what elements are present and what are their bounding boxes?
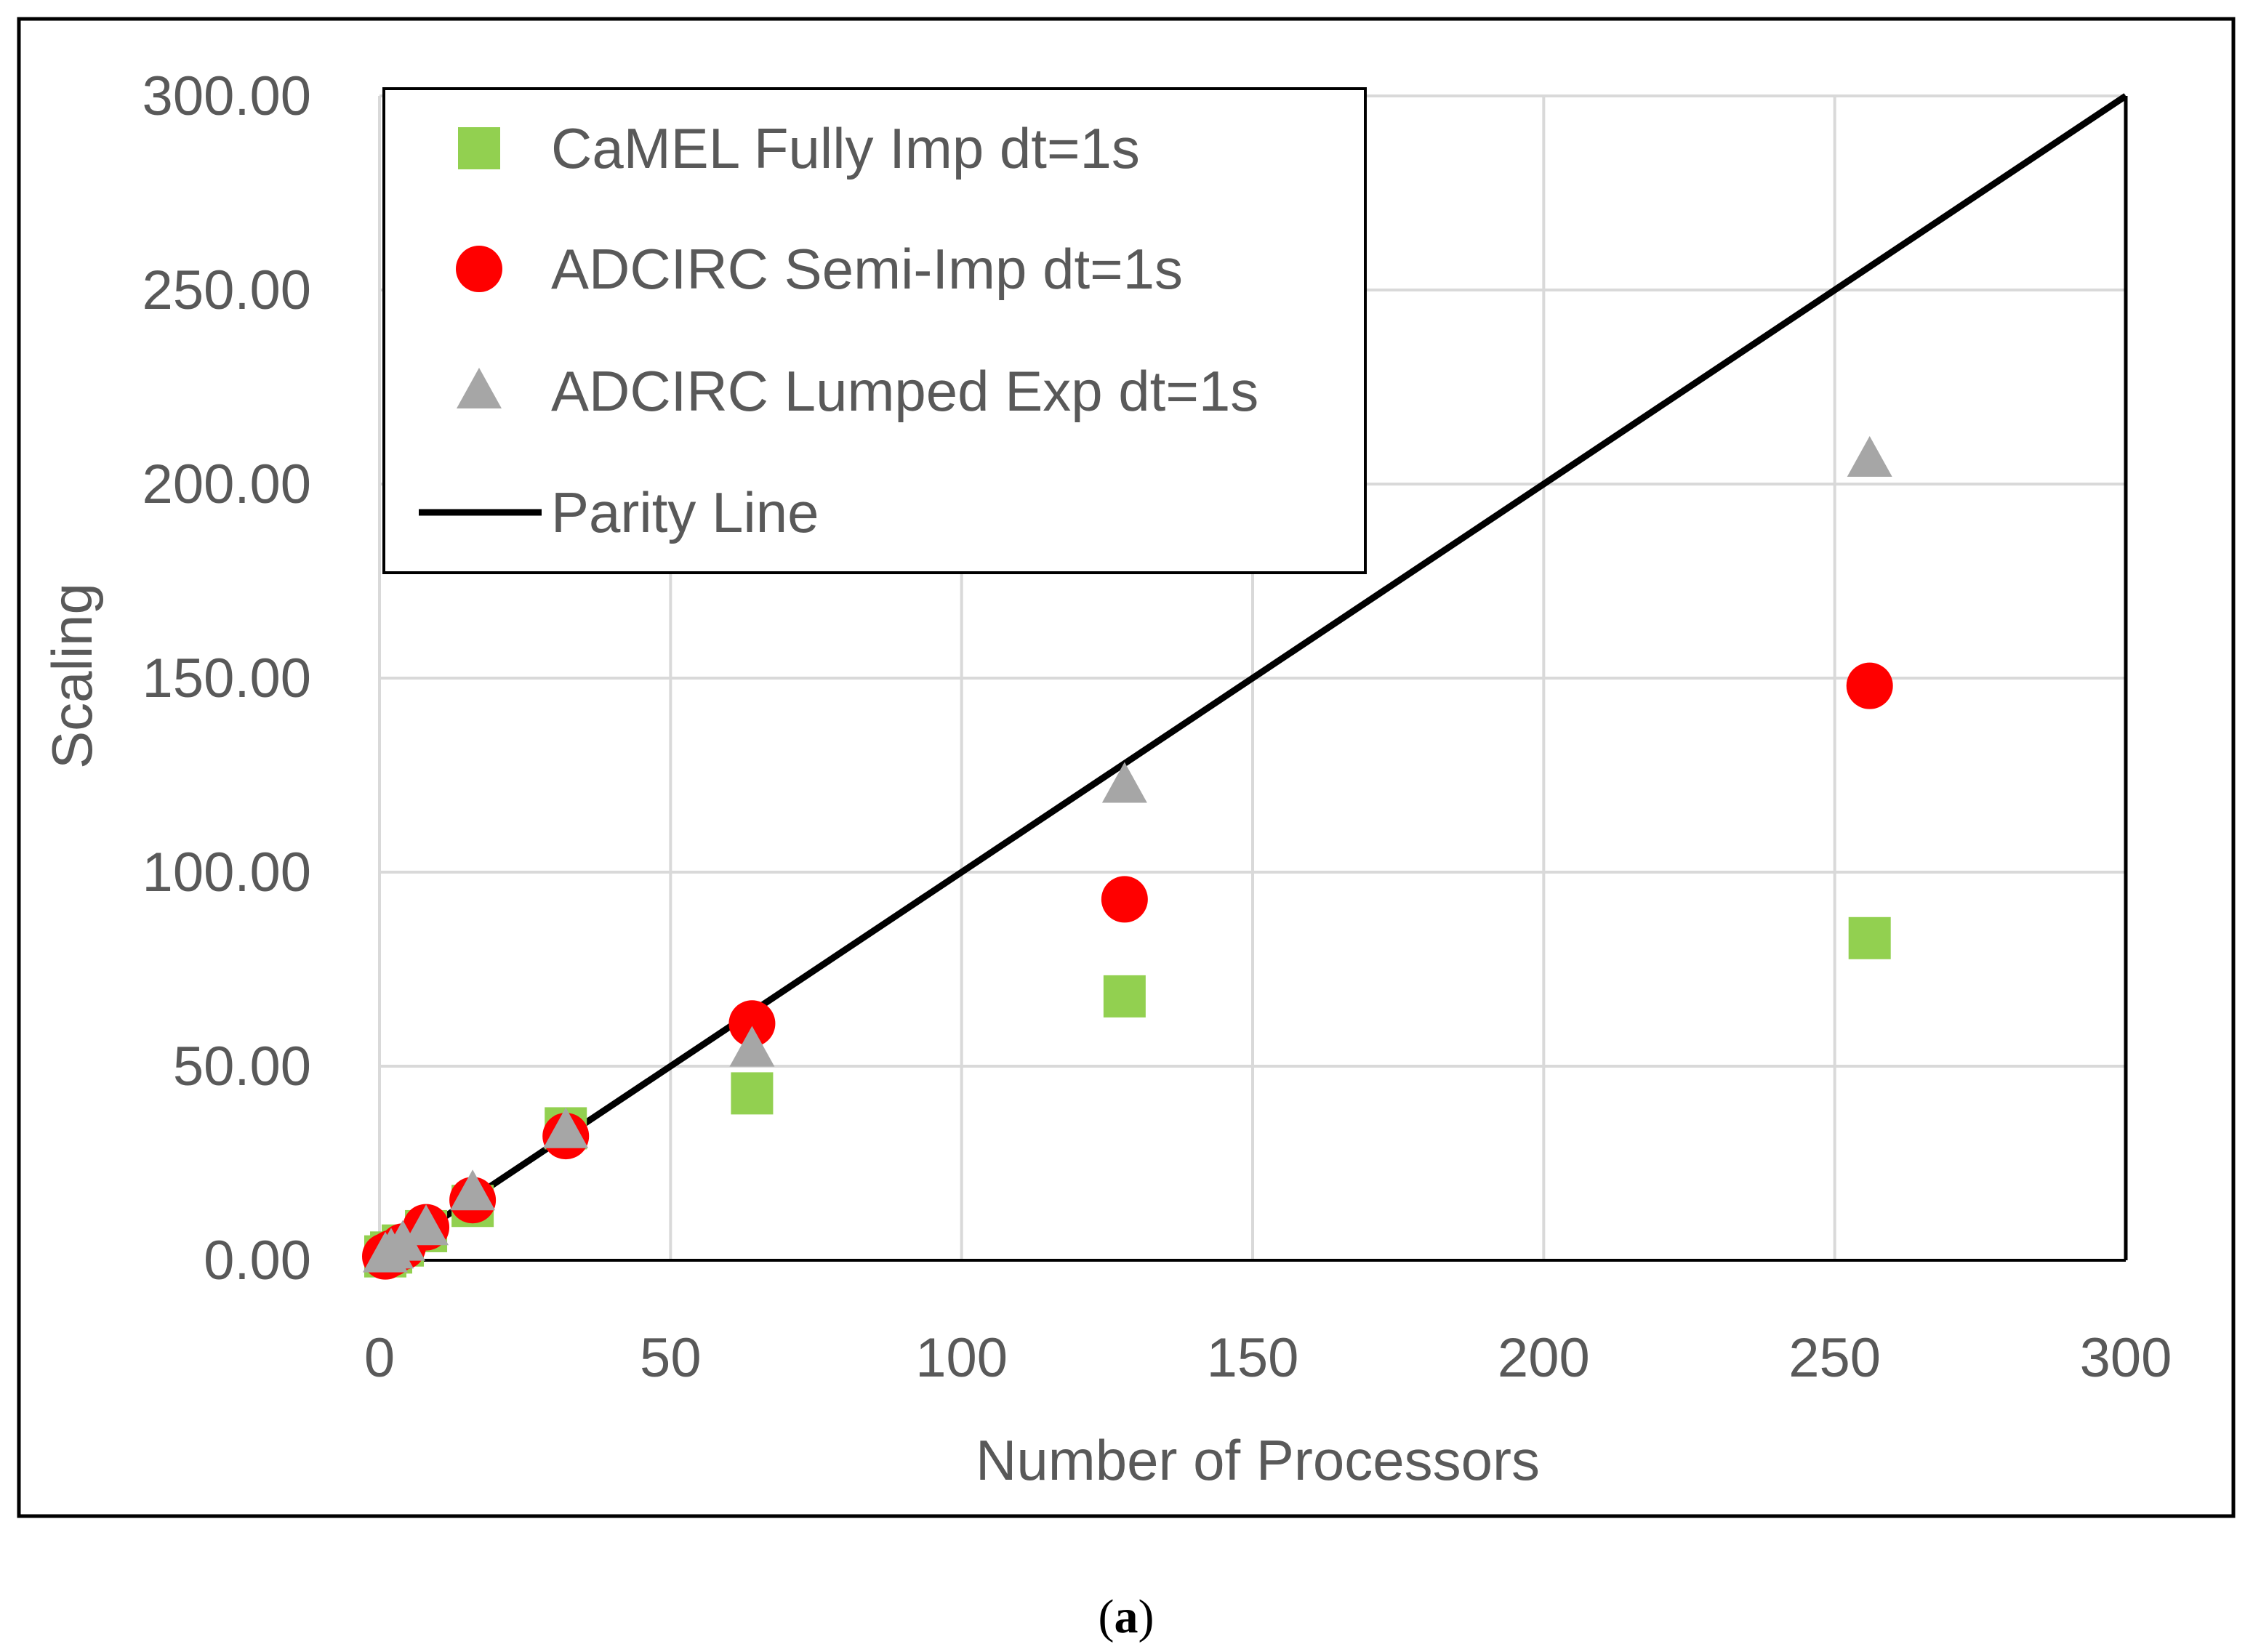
x-tick-label: 300 bbox=[2080, 1327, 2172, 1389]
legend-box bbox=[382, 87, 1367, 574]
x-tick-label: 0 bbox=[364, 1327, 395, 1389]
point-adcirc-lumped-exp bbox=[729, 1026, 775, 1067]
x-tick-label: 50 bbox=[640, 1327, 702, 1389]
y-tick-labels: 0.00 50.00 100.00 150.00 200.00 250.00 300.00 bbox=[142, 65, 311, 1292]
point-camel-fully-imp bbox=[1103, 975, 1146, 1018]
y-tick-label: 100.00 bbox=[142, 842, 311, 903]
y-tick-label: 250.00 bbox=[142, 259, 311, 321]
x-tick-label: 150 bbox=[1207, 1327, 1299, 1389]
point-adcirc-lumped-exp bbox=[450, 1169, 496, 1211]
parity-line bbox=[377, 93, 2128, 1263]
point-adcirc-semi-imp bbox=[728, 1000, 776, 1047]
legend-marker-semi-imp bbox=[456, 246, 502, 292]
point-adcirc-semi-imp bbox=[1101, 876, 1148, 923]
x-tick-labels: 0 50 100 150 200 250 300 bbox=[364, 1327, 2172, 1389]
y-tick-label: 150.00 bbox=[142, 648, 311, 709]
legend-marker-lumped-exp bbox=[457, 368, 502, 408]
point-adcirc-lumped-exp bbox=[380, 1220, 426, 1261]
data-points bbox=[362, 435, 1893, 1280]
point-camel-fully-imp bbox=[731, 1072, 774, 1115]
y-tick-label: 50.00 bbox=[173, 1036, 311, 1097]
legend-label-camel: CaMEL Fully Imp dt=1s bbox=[551, 116, 1140, 180]
figure-caption: (a) bbox=[1099, 1590, 1154, 1643]
point-adcirc-semi-imp bbox=[1846, 662, 1893, 709]
parity-line-layer bbox=[377, 93, 2128, 1263]
point-adcirc-lumped-exp bbox=[1101, 762, 1147, 803]
y-tick-label: 0.00 bbox=[204, 1230, 311, 1292]
x-tick-label: 250 bbox=[1788, 1327, 1881, 1389]
legend-marker-camel bbox=[458, 127, 500, 169]
x-tick-label: 200 bbox=[1498, 1327, 1590, 1389]
y-tick-label: 200.00 bbox=[142, 454, 311, 515]
legend-label-lumped-exp: ADCIRC Lumped Exp dt=1s bbox=[551, 359, 1258, 423]
point-adcirc-lumped-exp bbox=[1847, 435, 1892, 477]
y-axis-title: Scaling bbox=[40, 583, 104, 769]
point-adcirc-lumped-exp bbox=[543, 1107, 589, 1148]
caption-letter: a bbox=[1115, 1590, 1138, 1643]
y-tick-label: 300.00 bbox=[142, 65, 311, 127]
x-tick-label: 100 bbox=[915, 1327, 1008, 1389]
legend: CaMEL Fully Imp dt=1s ADCIRC Semi-Imp dt… bbox=[382, 87, 1367, 574]
legend-label-semi-imp: ADCIRC Semi-Imp dt=1s bbox=[551, 237, 1183, 301]
point-adcirc-lumped-exp bbox=[403, 1204, 449, 1246]
point-camel-fully-imp bbox=[1848, 916, 1891, 959]
x-axis-title: Number of Processors bbox=[976, 1428, 1540, 1492]
legend-label-parity-line: Parity Line bbox=[551, 480, 819, 544]
